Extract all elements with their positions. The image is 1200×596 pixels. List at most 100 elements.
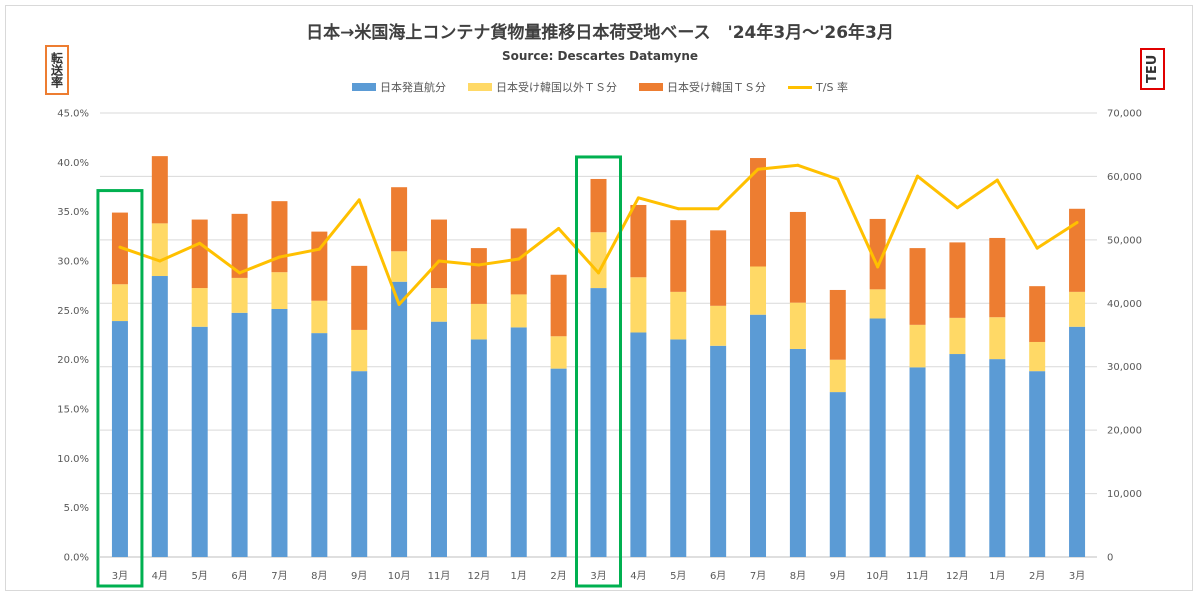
bar-segment-ts-korea — [231, 213, 248, 278]
x-tick-label: 6月 — [231, 570, 247, 582]
x-tick-label: 5月 — [670, 570, 686, 582]
ts-rate-point — [517, 257, 521, 261]
bar-segment-ts-korea — [670, 220, 687, 292]
bar-segment-ts-non-korea — [590, 232, 607, 289]
ts-rate-point — [1075, 221, 1079, 225]
legend-swatch — [639, 83, 664, 91]
ts-rate-point — [716, 207, 720, 211]
bar-segment-ts-korea — [510, 228, 527, 295]
bar-segment-direct — [989, 359, 1006, 557]
bar-segment-ts-non-korea — [430, 288, 447, 322]
ts-rate-point — [597, 271, 600, 275]
bar-segment-ts-non-korea — [550, 336, 567, 369]
highlight-box — [96, 189, 144, 588]
x-tick-label: 2月 — [550, 570, 566, 582]
left-tick-label: 0.0% — [64, 553, 89, 564]
ts-rate-point — [836, 177, 840, 181]
bar-segment-ts-non-korea — [470, 303, 487, 340]
x-tick-label: 9月 — [351, 570, 367, 582]
bar-segment-ts-non-korea — [510, 294, 527, 328]
bar-segment-ts-non-korea — [1029, 341, 1046, 372]
right-tick-label: 20,000 — [1107, 426, 1142, 437]
left-tick-label: 20.0% — [57, 355, 89, 366]
left-tick-label: 45.0% — [57, 109, 89, 120]
left-tick-label: 35.0% — [57, 207, 89, 218]
x-tick-label: 6月 — [710, 570, 726, 582]
bar-segment-direct — [430, 321, 447, 557]
bar-segment-ts-non-korea — [869, 289, 886, 319]
bar-segment-ts-korea — [789, 211, 806, 303]
left-tick-label: 40.0% — [57, 158, 89, 169]
bar-segment-ts-korea — [989, 237, 1006, 318]
bar-segment-ts-korea — [750, 158, 767, 267]
bar-segment-ts-korea — [1029, 286, 1046, 342]
bar-segment-ts-korea — [590, 178, 607, 233]
x-tick-label: 11月 — [428, 570, 451, 582]
bar-segment-ts-korea — [829, 289, 846, 360]
bar-segment-direct — [630, 332, 647, 557]
bar-segment-ts-korea — [550, 274, 567, 337]
bar-segment-direct — [789, 348, 806, 557]
bar-segment-direct — [550, 368, 567, 557]
x-tick-label: 3月 — [590, 570, 606, 582]
legend-item-ts-rate: T/S 率 — [788, 79, 848, 95]
x-tick-label: 3月 — [1069, 570, 1085, 582]
ts-rate-point — [557, 226, 561, 230]
bar-segment-ts-non-korea — [710, 305, 727, 346]
bar-segment-ts-non-korea — [271, 272, 288, 309]
bar-segment-ts-korea — [949, 242, 966, 318]
bar-segment-direct — [351, 371, 368, 557]
bar-segment-ts-korea — [909, 248, 926, 325]
right-tick-label: 50,000 — [1107, 235, 1142, 246]
ts-rate-point — [1035, 246, 1039, 250]
x-tick-label: 3月 — [112, 570, 128, 582]
x-tick-label: 1月 — [989, 570, 1005, 582]
ts-rate-point — [955, 206, 959, 210]
x-tick-label: 4月 — [152, 570, 168, 582]
legend-item-ts-non-korea: 日本受け韓国以外ＴＳ分 — [468, 79, 617, 95]
bar-segment-ts-korea — [1069, 208, 1086, 292]
x-tick-label: 4月 — [630, 570, 646, 582]
bar-segment-ts-korea — [430, 219, 447, 289]
bar-segment-ts-non-korea — [311, 300, 328, 334]
x-tick-label: 1月 — [511, 570, 527, 582]
left-tick-label: 25.0% — [57, 306, 89, 317]
x-tick-label: 7月 — [750, 570, 766, 582]
x-tick-label: 5月 — [192, 570, 208, 582]
bar-segment-direct — [949, 354, 966, 557]
bar-segment-direct — [869, 318, 886, 557]
bar-segment-ts-non-korea — [670, 291, 687, 340]
bar-segment-ts-non-korea — [829, 359, 846, 393]
left-tick-label: 15.0% — [57, 405, 89, 416]
bar-segment-ts-korea — [630, 204, 647, 278]
legend-swatch — [788, 85, 813, 89]
chart-frame — [5, 5, 1193, 591]
left-tick-label: 10.0% — [57, 454, 89, 465]
ts-rate-point — [437, 259, 441, 263]
legend-label: 日本受け韓国以外ＴＳ分 — [496, 81, 618, 94]
bar-segment-ts-korea — [351, 265, 368, 330]
bar-segment-direct — [271, 308, 288, 557]
ts-rate-point — [876, 265, 880, 269]
ts-rate-point — [477, 263, 481, 267]
bar-segment-ts-non-korea — [949, 317, 966, 355]
bar-segment-ts-non-korea — [989, 317, 1006, 360]
legend-item-ts-korea: 日本受け韓国ＴＳ分 — [639, 79, 766, 95]
highlight-box — [575, 155, 622, 588]
bar-segment-ts-non-korea — [351, 329, 368, 372]
bar-segment-direct — [1069, 326, 1086, 557]
x-tick-label: 8月 — [790, 570, 806, 582]
bar-segment-ts-non-korea — [391, 251, 408, 282]
ts-rate-point — [238, 271, 242, 275]
x-tick-label: 8月 — [311, 570, 327, 582]
bar-segment-ts-non-korea — [789, 302, 806, 349]
legend-swatch — [468, 83, 493, 91]
ts-rate-point — [317, 247, 321, 251]
ts-rate-point — [796, 163, 800, 167]
ts-rate-point — [357, 198, 361, 202]
left-tick-label: 5.0% — [64, 503, 89, 514]
ts-rate-point — [397, 302, 401, 306]
chart-subtitle: Source: Descartes Datamyne — [501, 49, 699, 63]
bar-segment-ts-non-korea — [630, 277, 647, 333]
ts-rate-point — [158, 259, 162, 263]
